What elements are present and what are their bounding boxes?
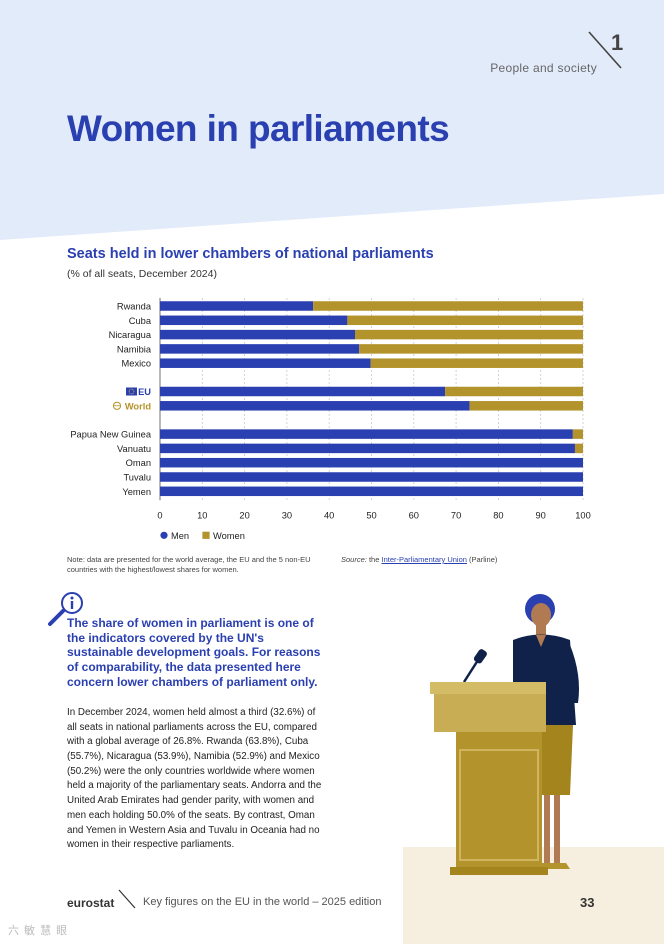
x-tick-label: 90: [536, 510, 546, 520]
header-background: [0, 0, 664, 240]
legend-label-men: Men: [171, 531, 189, 541]
source-label: Source:: [341, 555, 367, 564]
highlight-text: The share of women in parliament is one …: [67, 616, 321, 689]
bar-men-papua-new-guinea: [160, 429, 573, 439]
x-tick-label: 80: [493, 510, 503, 520]
legend-swatch-men: [160, 531, 168, 539]
bar-men-vanuatu: [160, 443, 575, 454]
stacked-bar-chart: Rwanda Cuba Nicaragua Namibia Mexico EU World P…: [70, 298, 591, 541]
page-number: 33: [580, 895, 595, 910]
category-label: Tuvalu: [123, 473, 151, 483]
category-label: Oman: [126, 458, 151, 468]
chapter-label: People and society: [490, 61, 597, 75]
category-label: Papua New Guinea: [70, 430, 151, 440]
source-suffix: (Parline): [469, 555, 498, 564]
bar-men-rwanda: [160, 301, 314, 311]
chapter-number: 1: [611, 30, 624, 55]
bar-men-tuvalu: [160, 472, 583, 482]
x-tick-label: 0: [157, 510, 162, 520]
bar-men-mexico: [160, 358, 371, 368]
bar-men-eu: [160, 386, 446, 397]
bar-men-yemen: [160, 486, 583, 497]
x-tick-label: 60: [409, 510, 419, 520]
bar-men-oman: [160, 457, 583, 468]
category-label: Rwanda: [117, 302, 152, 312]
bar-men-world: [160, 401, 470, 411]
page-title: Women in parliaments: [67, 108, 450, 149]
bar-men-nicaragua: [160, 329, 356, 340]
x-tick-label: 20: [239, 510, 249, 520]
x-tick-label: 10: [197, 510, 207, 520]
info-magnifier-icon: [48, 592, 83, 626]
bar-women-namibia: [359, 344, 583, 354]
chart-source: Source: the Inter-Parliamentary Union (P…: [341, 555, 497, 564]
eu-flag-icon: [126, 387, 137, 396]
chart-subtitle: (% of all seats, December 2024): [67, 268, 217, 280]
x-tick-label: 70: [451, 510, 461, 520]
bar-women-mexico: [370, 358, 583, 368]
category-label: World: [125, 401, 151, 411]
body-paragraph: In December 2024, women held almost a th…: [67, 707, 322, 851]
bar-women-papua-new-guinea: [572, 429, 583, 439]
bar-women-rwanda: [313, 301, 583, 311]
watermark: 六 敏 慧 眼: [8, 925, 69, 937]
chapter-slash-icon: [588, 31, 622, 69]
speaker-illustration: [430, 594, 579, 875]
legend-swatch-women: [202, 531, 210, 539]
x-tick-label: 50: [366, 510, 376, 520]
footer-brand: eurostat: [67, 896, 115, 910]
chart-title: Seats held in lower chambers of national…: [67, 246, 434, 262]
bar-women-eu: [445, 386, 583, 397]
bar-men-namibia: [160, 344, 360, 354]
category-label: Yemen: [122, 487, 151, 497]
category-label: Nicaragua: [109, 330, 152, 340]
bar-women-world: [469, 401, 583, 411]
category-label: Cuba: [129, 316, 152, 326]
category-label: Vanuatu: [117, 444, 151, 454]
legend-label-women: Women: [213, 531, 245, 541]
x-tick-label: 100: [575, 510, 591, 520]
chart-note: Note: data are presented for the world a…: [67, 555, 311, 575]
bar-women-nicaragua: [355, 329, 583, 340]
category-label: EU: [138, 387, 151, 397]
source-link[interactable]: Inter-Parliamentary Union: [381, 555, 467, 564]
category-label: Namibia: [117, 344, 152, 354]
x-tick-label: 40: [324, 510, 334, 520]
footer-slash-icon: [118, 889, 136, 909]
source-prefix: the: [368, 555, 380, 564]
bar-women-cuba: [347, 315, 583, 326]
category-label: Mexico: [122, 359, 151, 369]
footer-edition: Key figures on the EU in the world – 202…: [143, 896, 382, 908]
bar-men-cuba: [160, 315, 348, 326]
x-tick-label: 30: [282, 510, 292, 520]
eu-flag-stars: [128, 388, 135, 395]
bar-women-vanuatu: [574, 443, 583, 454]
